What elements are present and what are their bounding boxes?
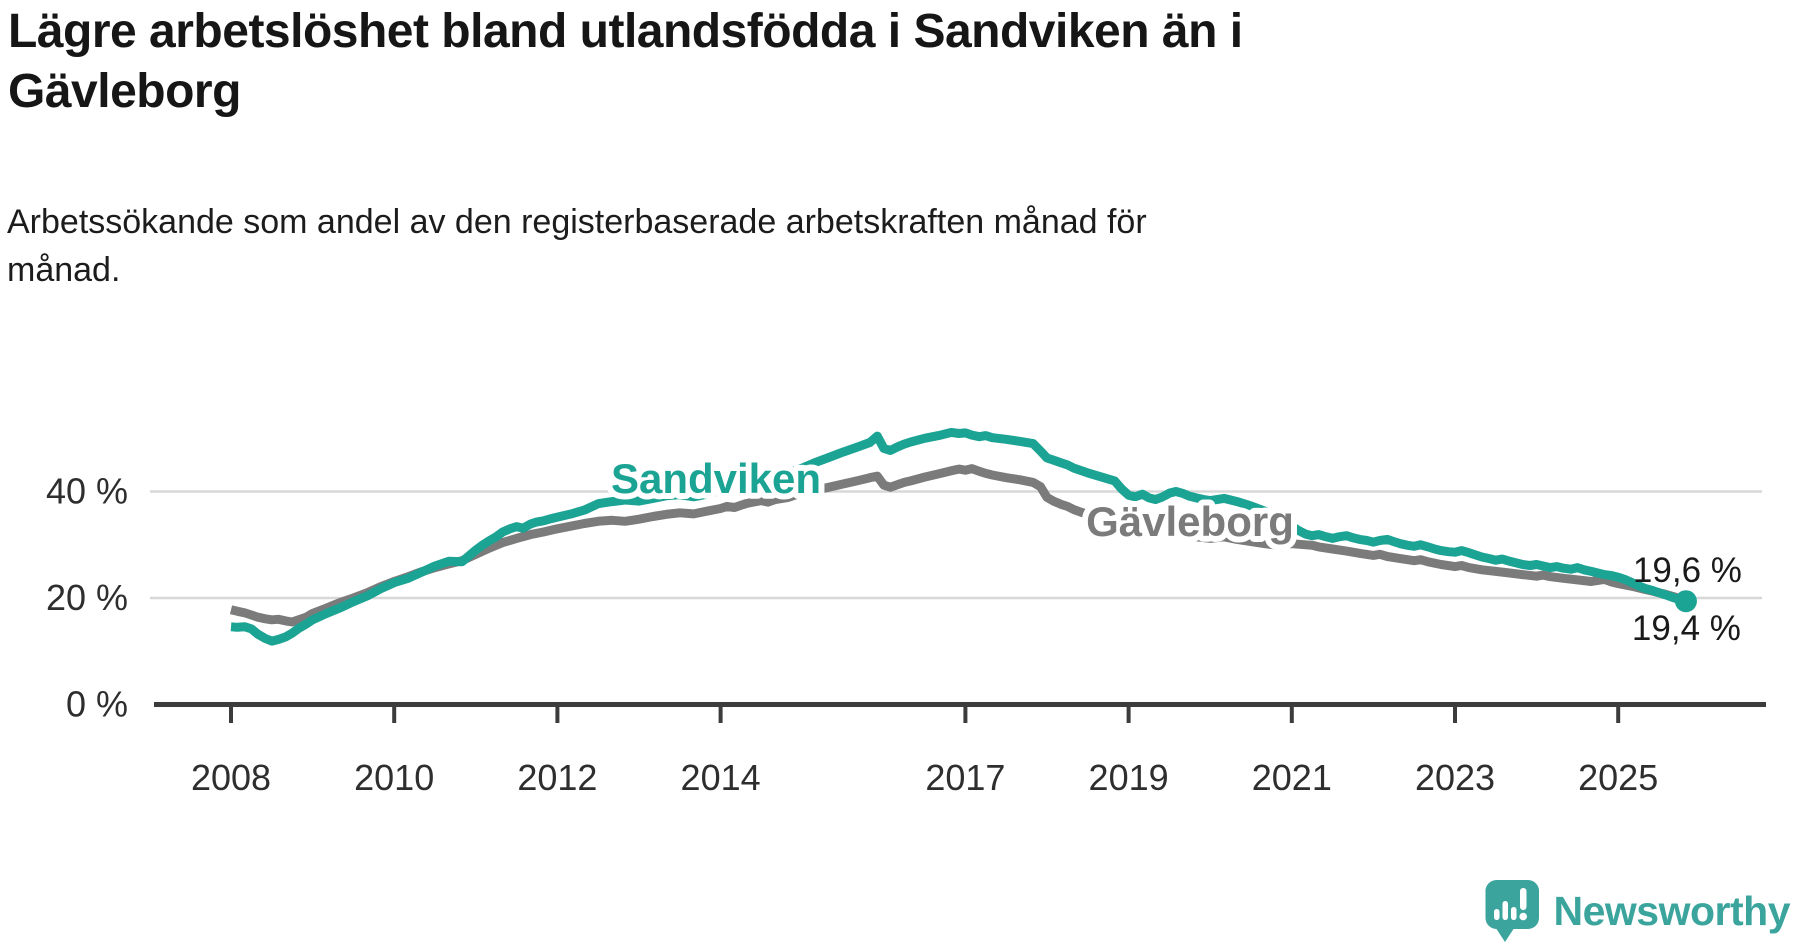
x-tick-label-2023: 2023 xyxy=(1415,757,1495,798)
sandviken-series-label: Sandviken xyxy=(611,455,821,502)
x-tick-label-2012: 2012 xyxy=(517,757,597,798)
gridlines xyxy=(150,490,1762,600)
x-tick-label-2010: 2010 xyxy=(354,757,434,798)
x-tick-label-2019: 2019 xyxy=(1089,757,1169,798)
sandviken-end-value-label: 19,4 % xyxy=(1632,609,1741,648)
y-tick-label-40: 40 % xyxy=(46,471,128,512)
title-line-2: Gävleborg xyxy=(8,65,241,118)
subtitle-line-2: månad. xyxy=(7,251,121,289)
brand-name: Newsworthy xyxy=(1553,887,1791,934)
chart-subtitle: Arbetssökande som andel av den registerb… xyxy=(7,198,1147,294)
x-tick-label-2014: 2014 xyxy=(681,757,761,798)
x-tick-label-2025: 2025 xyxy=(1578,757,1658,798)
sandviken-line xyxy=(230,427,1687,646)
newsworthy-bubble-icon xyxy=(1485,880,1539,942)
y-axis-labels: 0 % 20 % 40 % xyxy=(46,471,128,725)
y-tick-label-20: 20 % xyxy=(46,577,128,618)
y-tick-label-0: 0 % xyxy=(66,684,128,725)
x-tick-label-2017: 2017 xyxy=(925,757,1005,798)
gavleborg-end-value-label: 19,6 % xyxy=(1633,551,1742,590)
gavleborg-series-label: Gävleborg xyxy=(1086,498,1294,545)
x-tick-label-2008: 2008 xyxy=(191,757,271,798)
title-line-1: Lägre arbetslöshet bland utlandsfödda i … xyxy=(8,5,1243,58)
x-axis-labels: 2008 2010 2012 2014 2017 2019 2021 2023 2025 xyxy=(191,757,1658,798)
newsworthy-logo: Newsworthy xyxy=(1485,876,1791,946)
page-title: Lägre arbetslöshet bland utlandsfödda i … xyxy=(8,2,1243,122)
x-axis-ticks xyxy=(229,707,1621,723)
sandviken-end-dot xyxy=(1674,590,1697,613)
x-tick-label-2021: 2021 xyxy=(1252,757,1332,798)
subtitle-line-1: Arbetssökande som andel av den registerb… xyxy=(7,203,1147,241)
